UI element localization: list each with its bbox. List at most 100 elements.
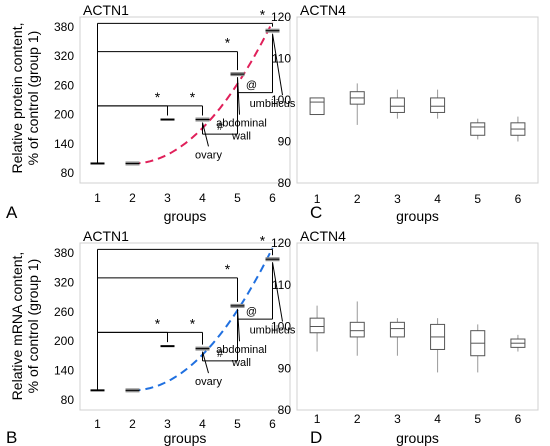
x-tick-label: 6: [515, 192, 522, 206]
x-tick-label: 5: [474, 192, 481, 206]
annotation-pointer: [202, 351, 209, 374]
box-body: [309, 97, 325, 116]
x-tick-label: 6: [269, 191, 276, 205]
annotation-pointer: [237, 308, 240, 342]
significance-mark: @: [246, 80, 257, 92]
y-tick-label: 120: [271, 236, 291, 250]
y-tick-label: 100: [271, 320, 291, 334]
x-tick-label: 3: [164, 191, 171, 205]
annotation-pointer: [272, 33, 283, 96]
x-tick-label: 3: [164, 417, 171, 431]
x-tick-label: 2: [354, 412, 361, 426]
panel-label: D: [310, 428, 322, 446]
significance-mark: *: [190, 89, 196, 105]
y-tick-label: 260: [54, 305, 74, 319]
box-body: [430, 97, 446, 113]
x-tick-label: 5: [234, 417, 241, 431]
y-tick-label: 200: [54, 108, 74, 122]
chart-title: ACTN4: [300, 2, 346, 18]
box-body: [470, 122, 486, 136]
y-tick-label: 320: [54, 275, 74, 289]
y-tick-label: 320: [54, 49, 74, 63]
annotation-umbilicus: umbilicus: [250, 98, 296, 110]
panel-A: ACTN1 A 80 140 200 260 320 380 1 2 3 4 5 6 groups Relat…: [6, 2, 296, 224]
x-axis-label: groups: [164, 208, 207, 224]
y-axis-label: Relative protein content,% of control (g…: [9, 23, 41, 174]
annotation-wall: wall: [231, 357, 251, 369]
significance-mark: *: [225, 261, 231, 277]
y-tick-label: 260: [54, 78, 74, 92]
significance-mark: *: [260, 6, 266, 22]
x-tick-label: 1: [94, 191, 101, 205]
significance-mark: #: [217, 348, 224, 360]
annotation-pointer: [202, 122, 209, 147]
x-tick-label: 1: [314, 412, 321, 426]
box-body: [349, 321, 365, 338]
x-tick-label: 4: [199, 417, 206, 431]
y-tick-label: 80: [61, 393, 75, 407]
x-tick-label: 4: [434, 192, 441, 206]
panel-label: A: [6, 203, 18, 222]
significance-mark: *: [225, 35, 231, 51]
y-tick-label: 120: [271, 10, 291, 24]
significance-mark: @: [246, 306, 257, 318]
box-body: [309, 317, 325, 334]
chart-title: ACTN1: [83, 2, 129, 18]
plot-frame: [79, 16, 291, 184]
y-tick-label: 110: [272, 52, 291, 66]
significance-mark: *: [260, 232, 266, 248]
x-tick-label: 3: [394, 192, 401, 206]
panel-B: ACTN1 B 80 140 200 260 320 380 1 2 3 4 5 6 groups Relat…: [6, 228, 296, 446]
panel-C: ACTN4 C 80 90 100 110 120 1 2 3 4 5 6 groups: [271, 2, 539, 224]
x-tick-label: 2: [129, 417, 136, 431]
annotation-pointer: [272, 262, 283, 322]
x-tick-label: 2: [354, 192, 361, 206]
annotation-pointer: [237, 77, 240, 115]
x-axis-label: groups: [396, 208, 439, 224]
x-axis-label: groups: [164, 430, 207, 446]
x-tick-label: 5: [474, 412, 481, 426]
y-tick-label: 80: [278, 176, 292, 190]
significance-mark: #: [217, 121, 224, 133]
x-tick-label: 6: [269, 417, 276, 431]
x-tick-label: 4: [434, 412, 441, 426]
annotation-ovary: ovary: [195, 149, 222, 161]
x-tick-label: 2: [129, 191, 136, 205]
y-axis-label: Relative mRNA content,% of control (grou…: [9, 252, 41, 401]
panel-label: B: [6, 428, 17, 446]
y-tick-label: 140: [54, 137, 74, 151]
panel-D: ACTN4 D 80 90 100 110 120 1 2 3 4 5 6 groups: [271, 228, 539, 446]
y-tick-label: 100: [271, 93, 291, 107]
significance-mark: *: [190, 315, 196, 331]
significance-mark: *: [155, 315, 161, 331]
y-tick-label: 380: [54, 246, 74, 260]
annotation-ovary: ovary: [195, 376, 222, 388]
plot-frame: [296, 16, 539, 184]
annotation-abdominal: abdominal: [216, 344, 267, 356]
plot-frame: [79, 242, 291, 411]
x-tick-label: 4: [199, 191, 206, 205]
box-body: [389, 321, 405, 338]
y-tick-label: 90: [278, 361, 292, 375]
annotation-wall: wall: [231, 131, 251, 143]
annotation-abdominal: abdominal: [216, 118, 267, 130]
x-tick-label: 3: [394, 412, 401, 426]
x-axis-label: groups: [396, 430, 439, 446]
annotation-umbilicus: umbilicus: [250, 325, 296, 337]
significance-mark: *: [155, 89, 161, 105]
chart-title: ACTN1: [83, 228, 129, 244]
x-tick-label: 1: [314, 192, 321, 206]
y-tick-label: 80: [278, 403, 292, 417]
chart-title: ACTN4: [300, 228, 346, 244]
x-tick-label: 6: [515, 412, 522, 426]
box-body: [389, 97, 405, 113]
panel-label: C: [310, 203, 322, 222]
y-tick-label: 200: [54, 334, 74, 348]
y-tick-label: 80: [61, 166, 75, 180]
x-tick-label: 1: [94, 417, 101, 431]
y-tick-label: 380: [54, 20, 74, 34]
y-tick-label: 90: [278, 135, 292, 149]
plot-frame: [296, 242, 539, 411]
x-tick-label: 5: [234, 191, 241, 205]
